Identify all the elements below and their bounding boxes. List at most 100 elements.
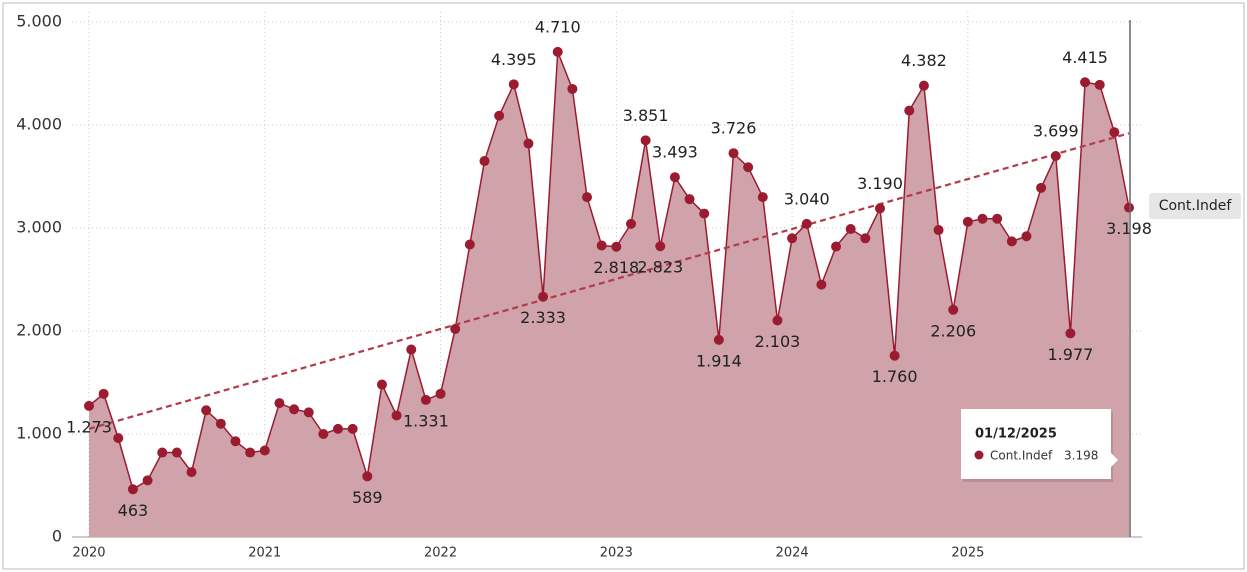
data-label: 4.415 <box>1062 48 1108 67</box>
point <box>113 433 124 444</box>
point <box>508 79 519 90</box>
point <box>333 423 344 434</box>
tooltip-series: Cont.Indef <box>990 449 1053 463</box>
point <box>948 304 959 315</box>
tooltip <box>961 409 1111 479</box>
point <box>479 156 490 167</box>
point <box>230 436 241 447</box>
point <box>274 398 285 409</box>
point <box>567 83 578 94</box>
point <box>1080 77 1091 88</box>
point <box>684 194 695 205</box>
point <box>98 388 109 399</box>
point <box>1050 151 1061 162</box>
data-label: 4.395 <box>491 50 537 69</box>
point <box>1036 182 1047 193</box>
data-label: 4.710 <box>535 17 581 36</box>
y-tick-label: 5.000 <box>16 12 62 31</box>
point <box>552 46 563 57</box>
point <box>787 233 798 244</box>
point <box>904 105 915 116</box>
point <box>713 334 724 345</box>
point <box>1109 127 1120 138</box>
point <box>450 323 461 334</box>
y-tick-label: 4.000 <box>16 115 62 134</box>
point <box>538 291 549 302</box>
point <box>464 239 475 250</box>
series-label: Cont.Indef <box>1159 198 1233 214</box>
point <box>127 484 138 495</box>
point <box>84 400 94 411</box>
point <box>1006 236 1017 247</box>
point <box>186 467 197 478</box>
point <box>1094 79 1105 90</box>
point <box>596 240 607 251</box>
data-label: 3.190 <box>857 174 903 193</box>
point <box>699 208 710 219</box>
point <box>816 279 827 290</box>
point <box>1065 328 1076 339</box>
point <box>142 475 153 486</box>
data-label: 1.760 <box>872 367 918 386</box>
point <box>347 423 358 434</box>
point <box>259 445 270 456</box>
data-label: 2.818 <box>593 258 639 277</box>
data-label: 1.273 <box>66 417 112 436</box>
point <box>743 162 754 173</box>
point <box>406 344 417 355</box>
point <box>582 192 593 203</box>
point <box>157 447 168 458</box>
data-label: 3.699 <box>1033 122 1079 141</box>
data-label: 2.823 <box>637 258 683 277</box>
data-label: 1.914 <box>696 351 742 370</box>
point <box>171 447 182 458</box>
point <box>523 138 534 149</box>
tooltip-value: 3.198 <box>1064 449 1098 463</box>
point <box>757 192 768 203</box>
data-label: 2.333 <box>520 308 566 327</box>
point <box>772 315 783 326</box>
point <box>874 203 885 214</box>
point <box>728 148 739 159</box>
x-tick-label: 2025 <box>951 546 984 561</box>
data-label: 3.493 <box>652 143 698 162</box>
point <box>625 218 636 229</box>
data-label: 2.103 <box>755 332 801 351</box>
y-tick-label: 3.000 <box>16 218 62 237</box>
point <box>655 241 666 252</box>
data-label: 463 <box>118 501 149 520</box>
data-label: 2.206 <box>930 321 976 340</box>
series-label-box <box>1149 193 1241 219</box>
x-tick-label: 2020 <box>72 546 105 561</box>
point <box>669 172 680 183</box>
data-label: 3.726 <box>711 119 757 138</box>
data-label: 3.851 <box>623 106 669 125</box>
point <box>494 110 505 121</box>
point <box>992 213 1003 224</box>
point <box>962 216 973 227</box>
point <box>1124 202 1134 213</box>
point <box>376 379 387 390</box>
point <box>831 241 842 252</box>
data-label: 3.198 <box>1106 219 1152 238</box>
point <box>977 213 988 224</box>
point <box>918 80 929 91</box>
point <box>303 407 314 418</box>
data-label: 589 <box>352 488 383 507</box>
data-label: 1.977 <box>1048 345 1094 364</box>
x-tick-label: 2021 <box>248 546 281 561</box>
point <box>435 388 446 399</box>
point <box>611 241 622 252</box>
x-tick-label: 2024 <box>776 546 809 561</box>
y-tick-label: 1.000 <box>16 424 62 443</box>
x-tick-label: 2022 <box>424 546 457 561</box>
point <box>391 410 402 421</box>
point <box>420 394 431 405</box>
point <box>362 471 373 482</box>
data-label: 1.331 <box>403 411 449 430</box>
point <box>245 447 256 458</box>
trend-line <box>88 132 1130 430</box>
data-label: 4.382 <box>901 51 947 70</box>
point <box>289 404 300 415</box>
